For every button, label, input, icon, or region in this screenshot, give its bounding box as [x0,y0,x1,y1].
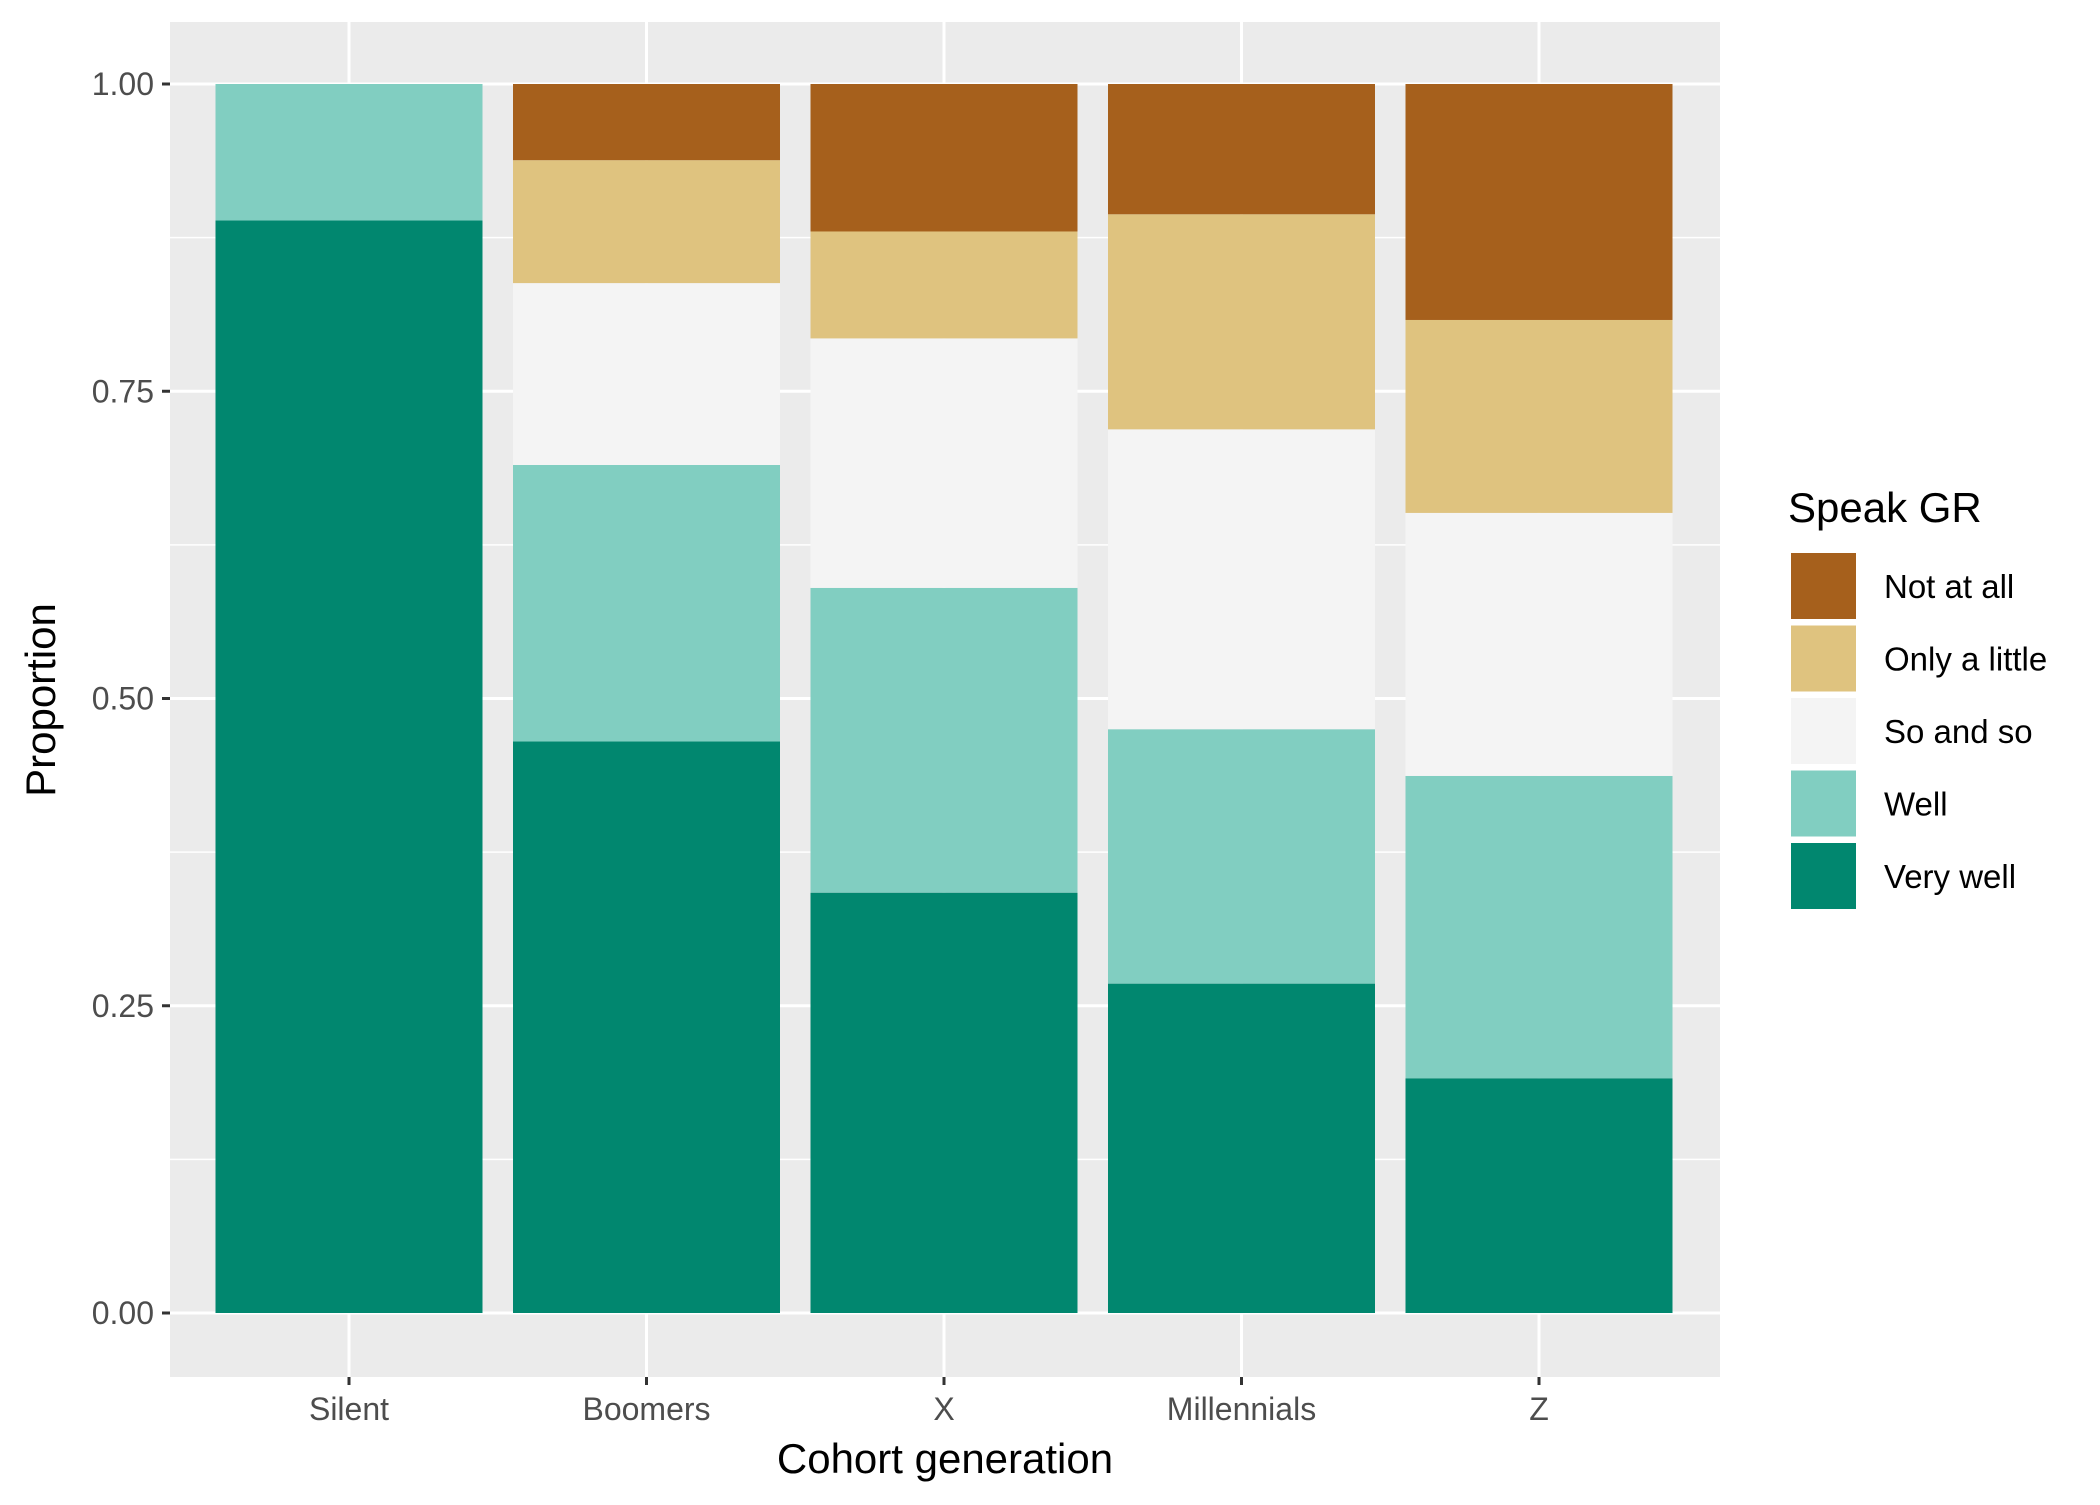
legend-label: So and so [1884,713,2033,750]
y-tick-label: 0.75 [92,373,154,409]
bar-segment-z-very-well [1405,1078,1673,1313]
x-tick-label: Boomers [582,1391,710,1427]
x-axis: Silent Boomers X Millennials Z [309,1377,1549,1427]
x-tick-label: X [933,1391,954,1427]
x-tick-label: Millennials [1167,1391,1316,1427]
y-tick-label: 1.00 [92,66,154,102]
legend-key-very-well [1789,841,1858,911]
x-axis-title: Cohort generation [777,1435,1113,1482]
bar-segment-x-well [810,587,1078,893]
bar-segment-x-very-well [810,892,1078,1313]
y-axis: 0.00 0.25 0.50 0.75 1.00 [92,66,170,1331]
bar-segment-x-only-a-little [810,231,1078,339]
legend-label: Very well [1884,858,2016,895]
y-tick-label: 0.50 [92,681,154,717]
bar-segment-boomers-not-at-all [513,84,780,161]
y-tick-label: 0.25 [92,988,154,1024]
y-axis-title: Proportion [17,603,64,797]
bar-segment-boomers-so-and-so [513,283,780,465]
bar-segment-z-only-a-little [1405,319,1673,513]
bar-segment-z-not-at-all [1405,84,1673,320]
bar-segment-millennials-only-a-little [1108,214,1375,430]
bar-segment-boomers-well [513,464,780,742]
legend-label: Only a little [1884,641,2047,678]
bar-segment-boomers-only-a-little [513,160,780,284]
legend-key-not-at-all [1789,551,1858,621]
legend-key-only-a-little [1789,623,1858,694]
x-tick-label: Silent [309,1391,389,1427]
bars [215,84,1673,1314]
legend-title: Speak GR [1788,484,1982,531]
bar-segment-x-so-and-so [810,338,1078,588]
bar-segment-z-well [1405,775,1673,1079]
bar-segment-silent-very-well [215,220,483,1314]
legend-key-so-and-so [1789,696,1858,766]
bar-segment-millennials-so-and-so [1108,429,1375,730]
bar-segment-z-so-and-so [1405,512,1673,776]
bar-segment-millennials-not-at-all [1108,84,1375,215]
legend-key-well [1789,768,1858,839]
y-tick-label: 0.00 [92,1295,154,1331]
bar-segment-millennials-very-well [1108,983,1375,1313]
x-tick-label: Z [1529,1391,1549,1427]
bar-segment-millennials-well [1108,729,1375,984]
bar-segment-boomers-very-well [513,741,780,1313]
bar-segment-x-not-at-all [810,84,1078,232]
legend: Speak GR Not at all Only a little So and s… [1788,484,2047,911]
legend-label: Well [1884,786,1948,823]
legend-label: Not at all [1884,568,2014,605]
bar-segment-silent-well [215,84,483,221]
